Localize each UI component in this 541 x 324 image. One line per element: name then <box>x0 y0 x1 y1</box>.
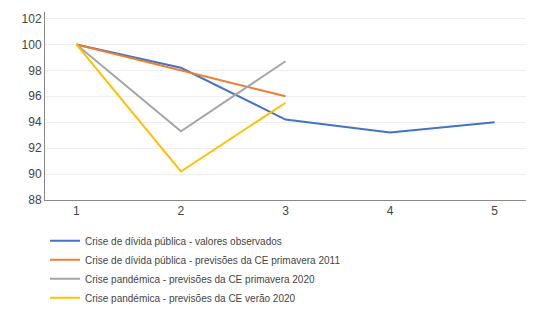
svg-text:92: 92 <box>28 141 42 155</box>
svg-text:100: 100 <box>22 38 42 52</box>
svg-text:4: 4 <box>387 204 394 218</box>
svg-text:98: 98 <box>28 64 42 78</box>
svg-text:102: 102 <box>22 12 42 26</box>
svg-text:Crise de dívida pública - prev: Crise de dívida pública - previsões da C… <box>85 255 340 266</box>
svg-text:Crise de dívida pública - valo: Crise de dívida pública - valores observ… <box>85 236 282 247</box>
svg-text:Crise pandémica - previsões da: Crise pandémica - previsões da CE verão … <box>85 293 296 304</box>
svg-text:Crise pandémica - previsões da: Crise pandémica - previsões da CE primav… <box>85 274 315 285</box>
svg-text:3: 3 <box>282 204 289 218</box>
svg-text:88: 88 <box>28 193 42 207</box>
svg-text:2: 2 <box>178 204 185 218</box>
svg-text:5: 5 <box>491 204 498 218</box>
svg-text:1: 1 <box>73 204 80 218</box>
svg-text:90: 90 <box>28 167 42 181</box>
svg-text:94: 94 <box>28 115 42 129</box>
svg-text:96: 96 <box>28 89 42 103</box>
